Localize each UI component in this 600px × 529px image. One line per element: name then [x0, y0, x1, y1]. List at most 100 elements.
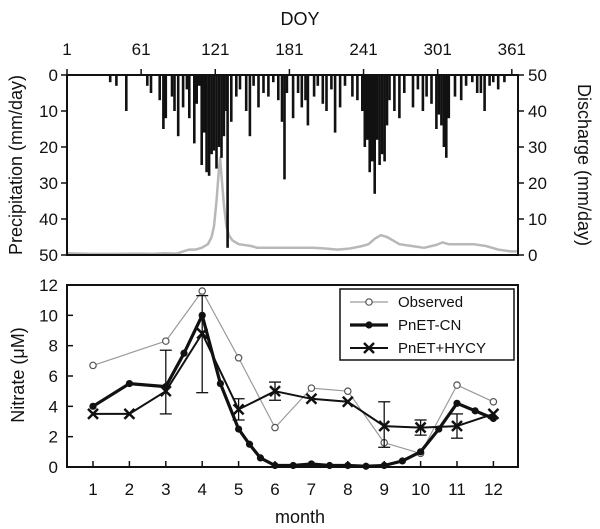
pnet-cn-line	[92, 313, 495, 468]
precipitation-bar	[321, 75, 325, 104]
nitrate-tick-label: 10	[39, 306, 58, 325]
nitrate-tick-label: 4	[49, 397, 58, 416]
precipitation-bar	[185, 75, 189, 90]
precipitation-bar	[215, 75, 218, 169]
top-axis-tick-label: 1	[62, 40, 71, 59]
precipitation-bar	[363, 75, 367, 147]
precipitation-bar	[238, 75, 242, 90]
pnet-cn-point	[307, 460, 315, 468]
discharge-axis-label: Discharge (mm/day)	[574, 84, 594, 246]
top-axis-tick-label: 301	[423, 40, 451, 59]
precipitation-bar	[306, 75, 310, 126]
legend-pnet-cn-label: PnET-CN	[398, 317, 461, 334]
month-tick-label: 9	[379, 480, 388, 499]
discharge-tick-label: 40	[528, 102, 547, 121]
precipitation-bar	[170, 75, 174, 97]
pnet-cn-point	[380, 461, 388, 470]
pnet-cn-point	[216, 379, 224, 388]
precipitation-bar	[325, 75, 328, 111]
precipitation-tick-label: 0	[49, 66, 58, 85]
observed-point	[89, 361, 97, 370]
observed-point	[162, 337, 170, 345]
precipitation-bar	[176, 75, 180, 137]
precipitation-bar	[435, 75, 438, 129]
pnet-hycy-point	[414, 421, 427, 434]
top-axis-ticks: 1 61 121 181 241 301 361	[62, 40, 526, 75]
precipitation-bar	[226, 75, 229, 248]
precipitation-bar	[370, 75, 374, 162]
discharge-tick-label: 0	[528, 246, 537, 265]
precipitation-axis-ticks: 0 10 20 30 40 50	[39, 66, 67, 265]
pnet-cn-point	[198, 311, 206, 319]
precipitation-bar	[351, 75, 354, 97]
precipitation-bar	[375, 75, 379, 140]
precipitation-bar	[356, 75, 359, 101]
pnet-cn-point	[256, 454, 265, 462]
precipitation-bar	[492, 75, 495, 83]
precipitation-bar	[222, 75, 226, 137]
month-axis-ticks: 1 2 3 4 5 6 7 8 9 10 11 12	[88, 461, 503, 499]
nitrate-tick-label: 2	[49, 428, 58, 447]
precipitation-bar	[283, 75, 286, 180]
precipitation-tick-label: 20	[39, 138, 58, 157]
pnet-cn-point	[235, 425, 243, 433]
top-axis-tick-label: 241	[349, 40, 377, 59]
precipitation-bar	[496, 75, 500, 90]
precipitation-bar	[373, 75, 376, 194]
precipitation-bar	[181, 75, 185, 108]
legend-pnet-cn-marker	[365, 321, 373, 329]
pnet-cn-point	[471, 407, 479, 415]
precipitation-bar	[440, 75, 443, 126]
precipitation-bar	[257, 75, 260, 108]
precipitation-bar	[280, 75, 284, 122]
month-tick-label: 1	[88, 480, 97, 499]
precipitation-bar	[475, 75, 479, 93]
precipitation-bar	[464, 75, 468, 86]
observed-point	[453, 381, 461, 389]
precipitation-bar	[398, 75, 401, 119]
observed-point	[343, 387, 352, 395]
observed-point	[198, 287, 207, 295]
precipitation-tick-label: 10	[39, 102, 58, 121]
month-tick-label: 7	[307, 480, 316, 499]
precipitation-bar	[316, 75, 320, 86]
precipitation-bar	[146, 75, 149, 86]
precipitation-bar	[267, 75, 270, 97]
pnet-cn-point	[271, 461, 279, 470]
nitrate-tick-label: 8	[49, 337, 58, 356]
precipitation-bar	[380, 75, 384, 155]
observed-point	[271, 423, 279, 432]
pnet-hycy-point	[451, 420, 463, 432]
observed-point	[234, 353, 243, 362]
precipitation-bar	[459, 75, 463, 101]
bottom-plot-frame	[66, 284, 519, 468]
precipitation-bar	[483, 75, 486, 111]
discharge-axis-ticks: 50 40 30 20 10 0	[518, 66, 547, 265]
precipitation-bar	[164, 75, 168, 119]
precipitation-axis-label: Precipitation (mm/day)	[6, 75, 26, 255]
top-axis-tick-label: 61	[132, 40, 151, 59]
pnet-hycy-point	[232, 403, 245, 416]
pnet-cn-point	[180, 349, 188, 357]
precipitation-bar	[202, 75, 206, 133]
top-axis-tick-label: 181	[275, 40, 303, 59]
precipitation-bar	[368, 75, 371, 173]
precipitation-bar	[442, 75, 446, 147]
pnet-hycy-point	[269, 385, 281, 398]
precipitation-bar	[416, 75, 420, 90]
nitrate-axis-label: Nitrate (μM)	[8, 327, 28, 422]
precipitation-bar	[330, 75, 333, 90]
pnet-cn-point	[289, 461, 297, 470]
precipitation-bar	[453, 75, 457, 97]
nitrate-tick-label: 6	[49, 367, 58, 386]
precipitation-bar	[207, 75, 211, 176]
month-tick-label: 4	[197, 480, 206, 499]
month-tick-label: 12	[484, 480, 503, 499]
precipitation-bar	[235, 75, 238, 97]
precipitation-bar	[210, 75, 213, 155]
precipitation-bar	[212, 75, 216, 151]
month-tick-label: 11	[448, 480, 466, 499]
precipitation-bar	[262, 75, 265, 93]
precipitation-bar	[403, 75, 406, 93]
precipitation-bar	[488, 75, 491, 86]
